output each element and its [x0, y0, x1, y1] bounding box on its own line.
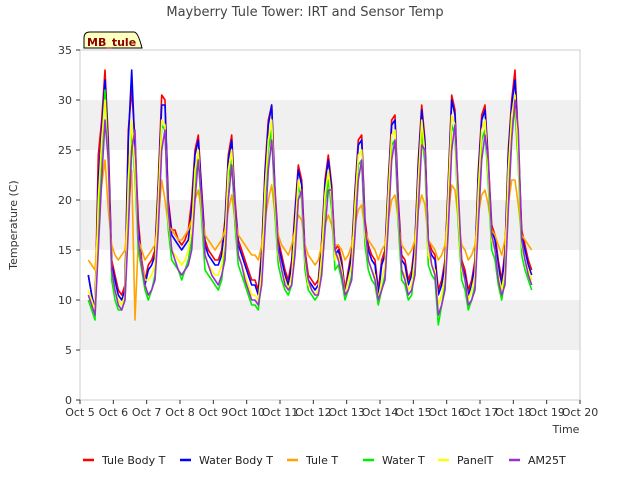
y-axis-ticks: 0 5 10 15 20 25 30 35 [58, 44, 80, 407]
y-tick-label: 0 [65, 394, 72, 407]
y-tick-label: 35 [58, 44, 72, 57]
grid-band [80, 100, 580, 150]
y-tick-label: 30 [58, 94, 72, 107]
series-lines [87, 69, 533, 326]
x-tick-label: Oct 19 [528, 406, 565, 419]
chart-title: Mayberry Tule Tower: IRT and Sensor Temp [166, 5, 443, 20]
x-tick-label: Oct 5 [65, 406, 95, 419]
series-line [87, 94, 533, 311]
x-tick-label: Oct 17 [462, 406, 499, 419]
x-tick-label: Oct 18 [495, 406, 532, 419]
x-tick-label: Oct 16 [428, 406, 465, 419]
legend-entry: Water Body T [199, 454, 273, 467]
legend-entry: Tule Body T [101, 454, 166, 467]
x-tick-label: Oct 13 [328, 406, 365, 419]
legend-entry: PanelT [457, 454, 494, 467]
x-tick-label: Oct 8 [165, 406, 195, 419]
x-tick-label: Oct 20 [562, 406, 599, 419]
badge-shape [83, 31, 143, 49]
series-line [87, 99, 533, 316]
station-badge: MB_tule [83, 31, 143, 49]
y-tick-label: 5 [65, 344, 72, 357]
y-tick-label: 15 [58, 244, 72, 257]
x-tick-label: Oct 6 [99, 406, 129, 419]
x-tick-label: Oct 11 [262, 406, 299, 419]
grid-band [80, 300, 580, 350]
legend-entry: Tule T [305, 454, 338, 467]
y-axis-label: Temperature (C) [7, 180, 20, 270]
x-tick-label: Oct 9 [199, 406, 229, 419]
x-tick-label: Oct 15 [395, 406, 432, 419]
legend-entry: Water T [382, 454, 425, 467]
x-axis-label: Time [552, 423, 580, 436]
y-tick-label: 10 [58, 294, 72, 307]
x-tick-label: Oct 14 [362, 406, 399, 419]
x-tick-label: Oct 7 [132, 406, 162, 419]
x-tick-label: Oct 10 [228, 406, 265, 419]
grid-bands [80, 100, 580, 350]
badge-label: MB_tule [87, 36, 136, 49]
legend-entry: AM25T [528, 454, 566, 467]
plot-frame [79, 49, 581, 401]
y-tick-label: 20 [58, 194, 72, 207]
y-tick-label: 25 [58, 144, 72, 157]
x-tick-label: Oct 12 [295, 406, 332, 419]
legend: Tule Body T Water Body T Tule T Water T Pane… [83, 454, 566, 467]
